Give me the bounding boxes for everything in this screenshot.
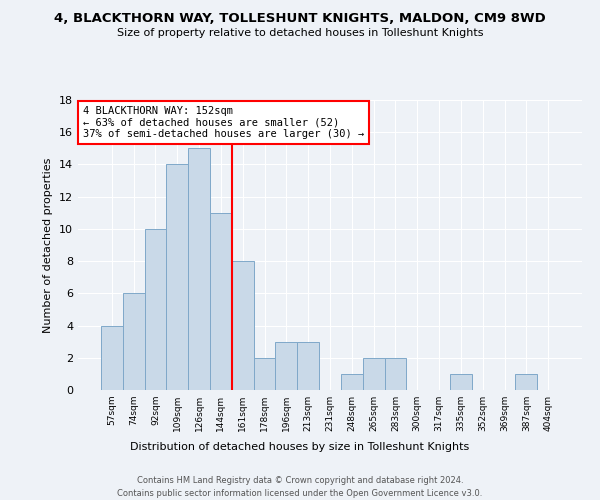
Text: 4 BLACKTHORN WAY: 152sqm
← 63% of detached houses are smaller (52)
37% of semi-d: 4 BLACKTHORN WAY: 152sqm ← 63% of detach… <box>83 106 364 139</box>
Bar <box>385 358 406 390</box>
Bar <box>254 358 275 390</box>
Bar <box>166 164 188 390</box>
Bar <box>101 326 123 390</box>
Text: Size of property relative to detached houses in Tolleshunt Knights: Size of property relative to detached ho… <box>117 28 483 38</box>
Bar <box>515 374 537 390</box>
Bar <box>450 374 472 390</box>
Bar <box>275 342 297 390</box>
Text: Contains public sector information licensed under the Open Government Licence v3: Contains public sector information licen… <box>118 489 482 498</box>
Bar <box>123 294 145 390</box>
Y-axis label: Number of detached properties: Number of detached properties <box>43 158 53 332</box>
Bar <box>232 261 254 390</box>
Bar <box>145 229 166 390</box>
Text: Contains HM Land Registry data © Crown copyright and database right 2024.: Contains HM Land Registry data © Crown c… <box>137 476 463 485</box>
Bar <box>341 374 363 390</box>
Bar <box>210 213 232 390</box>
Text: 4, BLACKTHORN WAY, TOLLESHUNT KNIGHTS, MALDON, CM9 8WD: 4, BLACKTHORN WAY, TOLLESHUNT KNIGHTS, M… <box>54 12 546 26</box>
Bar <box>297 342 319 390</box>
Bar <box>363 358 385 390</box>
Bar <box>188 148 210 390</box>
Text: Distribution of detached houses by size in Tolleshunt Knights: Distribution of detached houses by size … <box>130 442 470 452</box>
